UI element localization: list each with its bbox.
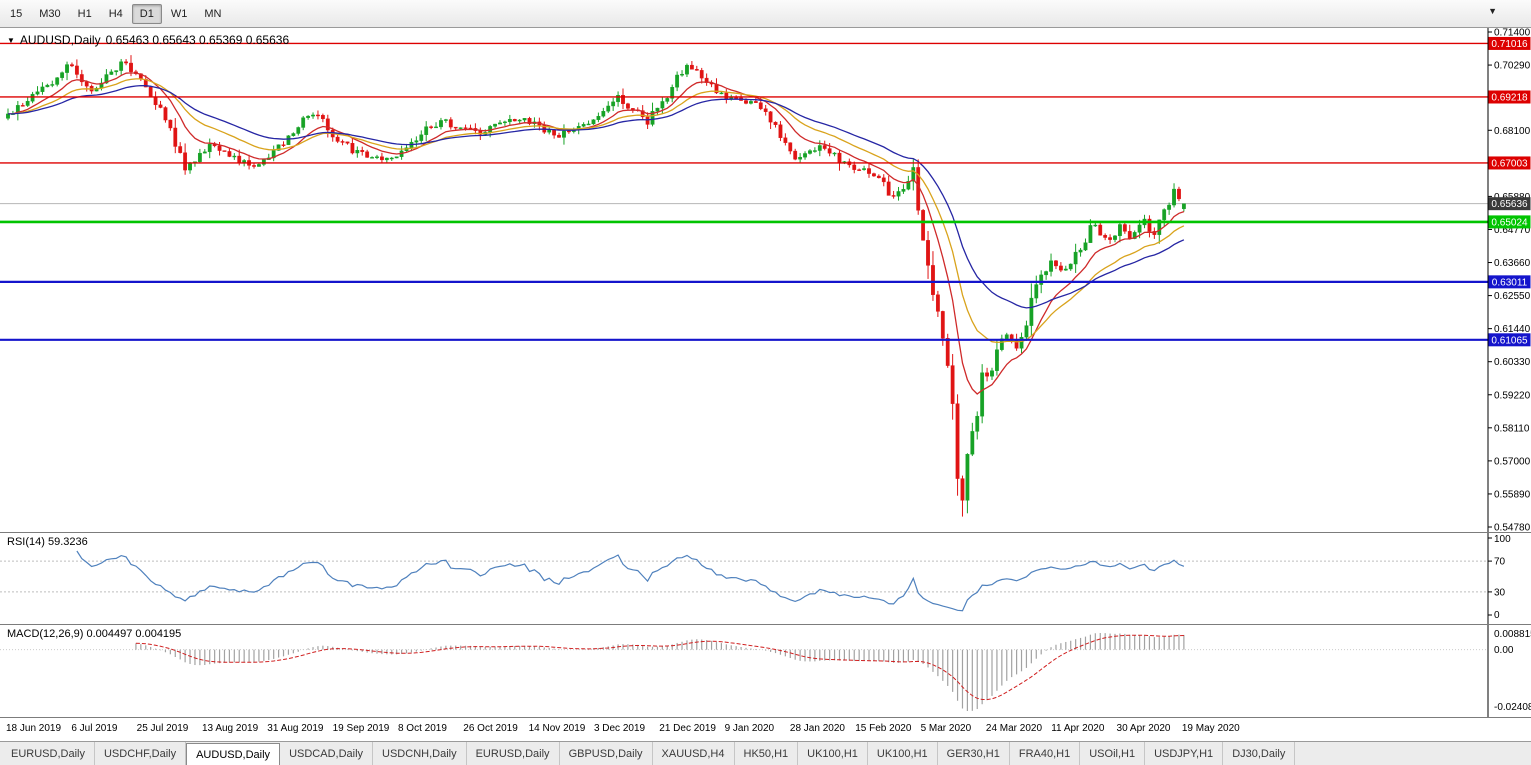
chart-tab-uk100-h1[interactable]: UK100,H1 xyxy=(868,742,938,765)
svg-text:0.71400: 0.71400 xyxy=(1494,28,1531,39)
chart-tab-gbpusd-daily[interactable]: GBPUSD,Daily xyxy=(560,742,653,765)
date-label: 26 Oct 2019 xyxy=(463,723,518,734)
svg-text:-0.02408: -0.02408 xyxy=(1494,702,1531,713)
date-label: 13 Aug 2019 xyxy=(201,723,259,734)
chart-tab-hk50-h1[interactable]: HK50,H1 xyxy=(735,742,799,765)
svg-text:0.55890: 0.55890 xyxy=(1494,489,1531,500)
date-label: 6 Jul 2019 xyxy=(71,723,118,734)
date-label: 8 Oct 2019 xyxy=(397,723,447,734)
date-label: 14 Nov 2019 xyxy=(528,723,586,734)
chart-dropdown-icon[interactable]: ▼ xyxy=(7,35,15,45)
svg-text:0.63660: 0.63660 xyxy=(1494,258,1531,269)
macd-label: MACD(12,26,9) 0.004497 0.004195 xyxy=(7,628,182,640)
svg-text:0.62550: 0.62550 xyxy=(1494,291,1531,302)
date-label: 11 Apr 2020 xyxy=(1051,723,1105,734)
chart-tab-usdjpy-h1[interactable]: USDJPY,H1 xyxy=(1145,742,1224,765)
svg-text:0.008815: 0.008815 xyxy=(1494,629,1531,640)
svg-text:100: 100 xyxy=(1494,534,1511,545)
chart-symbol-period: AUDUSD,Daily xyxy=(19,33,101,47)
svg-text:0.60330: 0.60330 xyxy=(1494,357,1531,368)
chart-ohlc-values: 0.65463 0.65643 0.65369 0.65636 xyxy=(105,33,290,47)
date-label: 9 Jan 2020 xyxy=(724,723,775,734)
date-label: 19 Sep 2019 xyxy=(332,723,390,734)
timeframe-button-group: 15 M30 H1 H4 D1 W1 MN xyxy=(2,3,230,24)
rsi-panel: 100 70 30 0 RSI(14) 59.3236 xyxy=(0,533,1531,625)
date-label: 18 Jun 2019 xyxy=(6,723,62,734)
macd-panel: 0.008815 0.00 -0.02408 MACD(12,26,9) 0.004… xyxy=(0,625,1531,717)
timeframe-button-h4[interactable]: H4 xyxy=(108,7,123,20)
chart-tab-eurusd-daily[interactable]: EURUSD,Daily xyxy=(467,742,560,765)
svg-text:0.00: 0.00 xyxy=(1494,645,1514,656)
date-axis[interactable]: 18 Jun 2019 6 Jul 2019 25 Jul 2019 13 Aug 2… xyxy=(0,717,1531,741)
svg-text:0: 0 xyxy=(1494,610,1500,621)
timeframe-toolbar: 15 M30 H1 H4 D1 W1 MN ▼ xyxy=(0,0,1531,28)
price-chart-canvas[interactable]: 0.714000.702900.691800.681000.669900.658… xyxy=(0,28,1531,532)
timeframe-button-h1[interactable]: H1 xyxy=(77,7,92,20)
date-label: 28 Jan 2020 xyxy=(789,723,845,734)
date-label: 31 Aug 2019 xyxy=(267,723,324,734)
chart-tab-usoil-h1[interactable]: USOil,H1 xyxy=(1080,742,1146,765)
chart-tab-eurusd-daily[interactable]: EURUSD,Daily xyxy=(2,742,95,765)
date-label: 24 Mar 2020 xyxy=(985,723,1043,734)
chart-tab-dj30-daily[interactable]: DJ30,Daily xyxy=(1223,742,1296,765)
macd-panel-canvas[interactable]: 0.008815 0.00 -0.02408 xyxy=(0,625,1531,717)
svg-text:0.65024: 0.65024 xyxy=(1491,217,1528,228)
svg-text:0.67003: 0.67003 xyxy=(1491,158,1528,169)
svg-text:30: 30 xyxy=(1494,587,1506,598)
svg-text:0.63011: 0.63011 xyxy=(1492,277,1528,288)
date-label: 21 Dec 2019 xyxy=(659,723,716,734)
chart-ohlc-title: ▼ AUDUSD,Daily 0.65463 0.65643 0.65369 0… xyxy=(7,33,289,47)
svg-text:0.69218: 0.69218 xyxy=(1491,92,1528,103)
svg-text:0.65636: 0.65636 xyxy=(1491,199,1528,210)
svg-text:0.59220: 0.59220 xyxy=(1494,390,1531,401)
timeframe-button-w1[interactable]: W1 xyxy=(170,7,188,20)
svg-text:70: 70 xyxy=(1494,557,1506,568)
svg-text:0.68100: 0.68100 xyxy=(1494,126,1531,137)
rsi-label: RSI(14) 59.3236 xyxy=(7,536,88,548)
timeframe-button-mn[interactable]: MN xyxy=(204,7,222,20)
chart-tab-usdcad-daily[interactable]: USDCAD,Daily xyxy=(280,742,374,765)
timeframe-button-15[interactable]: 15 xyxy=(10,7,23,20)
svg-text:0.57000: 0.57000 xyxy=(1494,456,1531,467)
timeframe-button-m30[interactable]: M30 xyxy=(39,7,61,20)
rsi-panel-canvas[interactable]: 100 70 30 0 xyxy=(0,533,1531,624)
chart-tab-audusd-daily[interactable]: AUDUSD,Daily xyxy=(186,743,281,765)
chart-tab-usdcnh-daily[interactable]: USDCNH,Daily xyxy=(373,742,467,765)
chart-tab-usdchf-daily[interactable]: USDCHF,Daily xyxy=(95,742,187,765)
date-label: 19 May 2020 xyxy=(1181,723,1240,734)
date-label: 5 Mar 2020 xyxy=(920,723,972,734)
chart-tab-uk100-h1[interactable]: UK100,H1 xyxy=(798,742,868,765)
svg-text:0.61065: 0.61065 xyxy=(1491,335,1528,346)
chart-tab-bar: EURUSD,Daily USDCHF,Daily AUDUSD,Daily USDC… xyxy=(0,741,1531,765)
svg-text:0.71016: 0.71016 xyxy=(1491,39,1528,50)
svg-text:0.70290: 0.70290 xyxy=(1494,61,1531,72)
timeframe-button-d1[interactable]: D1 xyxy=(131,3,162,24)
svg-text:0.64770: 0.64770 xyxy=(1494,225,1531,236)
chart-tab-xauusd-h4[interactable]: XAUUSD,H4 xyxy=(653,742,735,765)
toolbar-overflow-icon[interactable]: ▼ xyxy=(1488,6,1497,16)
date-label: 15 Feb 2020 xyxy=(855,723,912,734)
date-label: 30 Apr 2020 xyxy=(1116,723,1171,734)
main-chart-panel: 0.714000.702900.691800.681000.669900.658… xyxy=(0,28,1531,533)
svg-text:0.61440: 0.61440 xyxy=(1494,324,1531,335)
svg-text:0.54780: 0.54780 xyxy=(1494,523,1531,533)
chart-tab-ger30-h1[interactable]: GER30,H1 xyxy=(938,742,1010,765)
date-label: 3 Dec 2019 xyxy=(593,723,646,734)
svg-text:0.58110: 0.58110 xyxy=(1494,423,1530,434)
date-label: 25 Jul 2019 xyxy=(136,723,189,734)
chart-tab-fra40-h1[interactable]: FRA40,H1 xyxy=(1010,742,1081,765)
